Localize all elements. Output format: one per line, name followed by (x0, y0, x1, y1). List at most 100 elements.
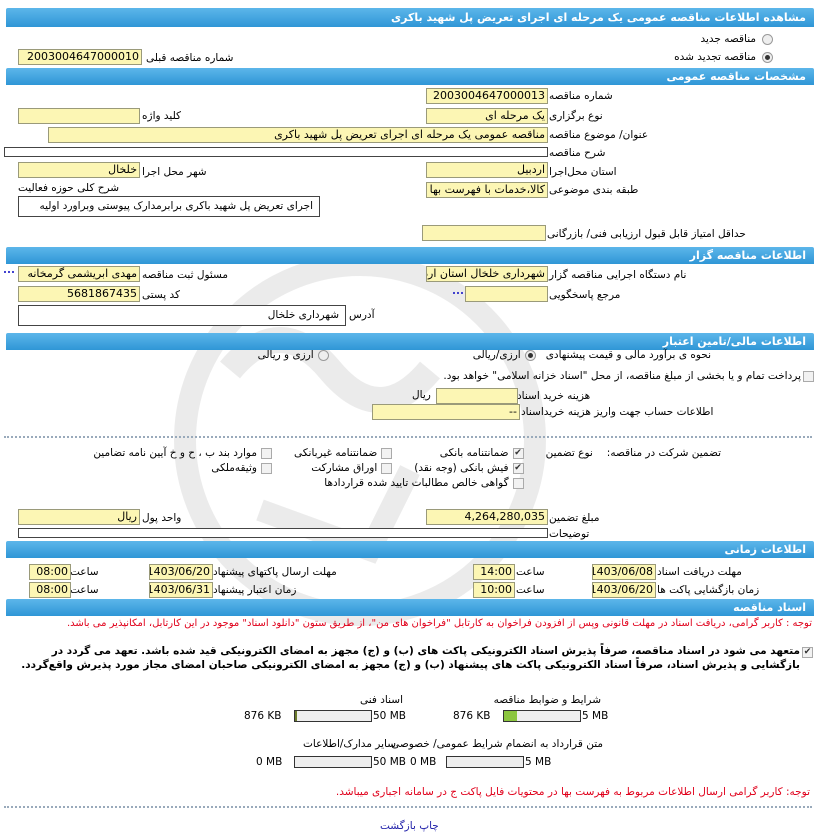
subject-field[interactable]: مناقصه عمومی یک مرحله ای اجرای تعریض پل … (48, 127, 548, 143)
organizer-label: نام دستگاه اجرایی مناقصه گزار (549, 269, 687, 281)
file-other-progress (294, 756, 372, 768)
doc-deadline-label: مهلت دریافت اسناد (657, 566, 742, 578)
guarantee-property-checkbox[interactable] (260, 462, 272, 474)
min-score-field[interactable] (422, 225, 546, 241)
file-contract-label: متن قرارداد به انضمام شرایط عمومی/ خصوصی (391, 738, 603, 750)
registrar-more-button[interactable]: ... (3, 264, 15, 276)
guarantee-receivables: گواهی خالص مطالبات تایید شده قراردادها (93, 477, 524, 489)
treasury-checkbox[interactable] (803, 371, 814, 382)
activity-field[interactable]: اجرای تعریض پل شهید باکری برابرمدارک پیو… (18, 196, 320, 217)
file-other-size: 0 MB (256, 756, 283, 768)
guarantee-cash-checkbox[interactable]: ✔ (512, 462, 524, 474)
address-field[interactable]: شهرداری خلخال (18, 305, 346, 326)
description-field[interactable] (4, 147, 548, 157)
radio-foreign-and-rial[interactable] (317, 349, 329, 361)
time-label: ساعت (70, 566, 99, 578)
guarantee-options: تضمین شرکت در مناقصه: نوع تضمین ✔ ضمانتن… (93, 447, 721, 489)
registrar-label: مسئول ثبت مناقصه (142, 269, 229, 281)
guarantee-type-label: نوع تضمین (545, 447, 593, 459)
previous-number-field[interactable]: 2003004647000010 (18, 49, 142, 65)
holding-type-label: نوع برگزاری (549, 110, 603, 122)
guarantee-bonds-checkbox[interactable] (381, 462, 393, 474)
currency-field[interactable]: ریال (18, 509, 140, 525)
guarantee-nonbank-checkbox[interactable] (381, 447, 393, 459)
doc-cost-unit: ریال (412, 389, 431, 401)
previous-number-label: شماره مناقصه قبلی (146, 52, 234, 64)
tender-number-field[interactable]: 2003004647000013 (426, 88, 548, 104)
foreign-rial-option-label: ارزی و ریالی (257, 349, 314, 361)
radio-new-tender[interactable] (762, 34, 773, 45)
submit-deadline-time[interactable]: 08:00 (29, 564, 71, 580)
submit-deadline-label: مهلت ارسال پاکتهای پیشنهاد (213, 566, 337, 578)
estimate-row: نحوه ی برآورد مالی و قیمت پیشنهادی ارزی/… (258, 349, 711, 361)
divider (4, 436, 812, 438)
back-link[interactable]: بازگشت (380, 820, 416, 832)
doc-cost-label: هزینه خرید اسناد (517, 390, 591, 402)
validity-date[interactable]: 1403/06/31 (149, 582, 213, 598)
doc-deadline-time[interactable]: 14:00 (473, 564, 515, 580)
holding-type-field[interactable]: یک مرحله ای (426, 108, 548, 124)
file-technical-max: 50 MB (373, 710, 406, 722)
reference-label: مرجع پاسخگویی (549, 289, 621, 301)
city-label: شهر محل اجرا (142, 166, 207, 178)
validity-time[interactable]: 08:00 (29, 582, 71, 598)
estimate-label: نحوه ی برآورد مالی و قیمت پیشنهادی (545, 349, 711, 361)
organizer-field[interactable]: شهرداری خلخال استان اردبیل (426, 266, 548, 282)
file-contract-progress (446, 756, 524, 768)
registrar-field[interactable]: مهدی ابریشمی گرمخانه (18, 266, 140, 282)
description-label: شرح مناقصه (549, 147, 606, 159)
radio-renewed-tender[interactable] (762, 52, 773, 63)
guarantee-bonds: اوراق مشارکت (294, 462, 393, 474)
file-technical-size: 876 KB (244, 710, 282, 722)
activity-label: شرح کلی حوزه فعالیت (18, 182, 120, 194)
section-finance: اطلاعات مالی/تامین اعتبار (6, 333, 814, 350)
guarantee-nonbank-label: ضمانتنامه غیربانکی (293, 447, 378, 459)
grid-spacer (546, 462, 721, 474)
doc-cost-field[interactable] (436, 388, 518, 404)
currency-label: واحد پول (142, 512, 182, 524)
guarantee-receivables-checkbox[interactable] (512, 477, 524, 489)
rial-option-label: ارزی/ریالی (472, 349, 521, 361)
opening-label: زمان بازگشایی پاکت ها (657, 584, 760, 596)
opening-time[interactable]: 10:00 (473, 582, 515, 598)
documents-notice: توجه : کاربر گرامی، دریافت اسناد در مهلت… (66, 618, 812, 629)
keyword-field[interactable] (18, 108, 140, 124)
progress-fill (295, 711, 297, 721)
guarantee-property: وثیقه‌ملکی (93, 462, 272, 474)
reference-field[interactable] (465, 286, 548, 302)
postal-field[interactable]: 5681867435 (18, 286, 140, 302)
new-tender-label: مناقصه جدید (700, 33, 756, 45)
renewed-tender-label: مناقصه تجدید شده (674, 51, 756, 63)
section-timing: اطلاعات زمانی (6, 541, 814, 558)
account-label: اطلاعات حساب جهت واریز هزینه خریداسناد (521, 406, 714, 418)
guarantee-cash-label: فیش بانکی (وجه نقد) (414, 462, 509, 474)
province-field[interactable]: اردبیل (426, 162, 548, 178)
submit-deadline-date[interactable]: 1403/06/20 (149, 564, 213, 580)
category-field[interactable]: کالا،خدمات با فهرست بها (426, 182, 548, 198)
account-field[interactable]: -- (372, 404, 520, 420)
guarantee-label: تضمین شرکت در مناقصه: (606, 447, 721, 459)
notes-field[interactable] (18, 528, 548, 538)
tender-number-label: شماره مناقصه (549, 90, 613, 102)
guarantee-bank-label: ضمانتنامه بانکی (439, 447, 509, 459)
progress-fill (504, 711, 517, 721)
opening-date[interactable]: 1403/06/20 (592, 582, 656, 598)
postal-label: کد پستی (142, 289, 181, 301)
file-conditions-size: 876 KB (453, 710, 491, 722)
guarantee-clauses-checkbox[interactable] (260, 447, 272, 459)
guarantee-nonbank: ضمانتنامه غیربانکی (293, 447, 393, 459)
treasury-label: پرداخت تمام و یا بخشی از مبلغ مناقصه، از… (443, 370, 801, 382)
city-field[interactable]: خلخال (18, 162, 140, 178)
guarantee-bank-checkbox[interactable]: ✔ (512, 447, 524, 459)
notes-label: توضیحات (549, 528, 590, 540)
radio-rial[interactable] (524, 349, 536, 361)
commitment-checkbox[interactable]: ✔ (802, 647, 813, 658)
province-label: استان محل‌اجرا (549, 166, 617, 178)
print-link[interactable]: چاپ (419, 820, 439, 832)
reference-more-button[interactable]: ... (452, 285, 464, 297)
file-conditions-progress (503, 710, 581, 722)
amount-field[interactable]: 4,264,280,035 (426, 509, 548, 525)
doc-deadline-date[interactable]: 1403/06/08 (592, 564, 656, 580)
section-documents: اسناد مناقصه (6, 599, 814, 616)
file-other-label: سایر مدارک/اطلاعات (303, 738, 396, 750)
